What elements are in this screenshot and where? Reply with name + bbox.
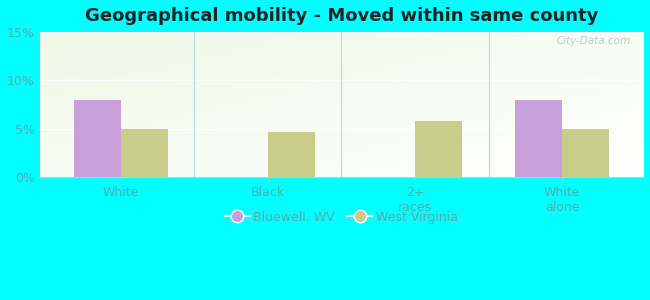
Bar <box>73 100 121 177</box>
Bar <box>415 121 462 177</box>
Legend: Bluewell, WV, West Virginia: Bluewell, WV, West Virginia <box>220 206 463 229</box>
Text: City-Data.com: City-Data.com <box>557 36 631 46</box>
Bar <box>515 100 562 177</box>
Bar <box>121 129 168 177</box>
Bar <box>268 133 315 177</box>
Bar <box>562 129 609 177</box>
Title: Geographical mobility - Moved within same county: Geographical mobility - Moved within sam… <box>84 7 598 25</box>
